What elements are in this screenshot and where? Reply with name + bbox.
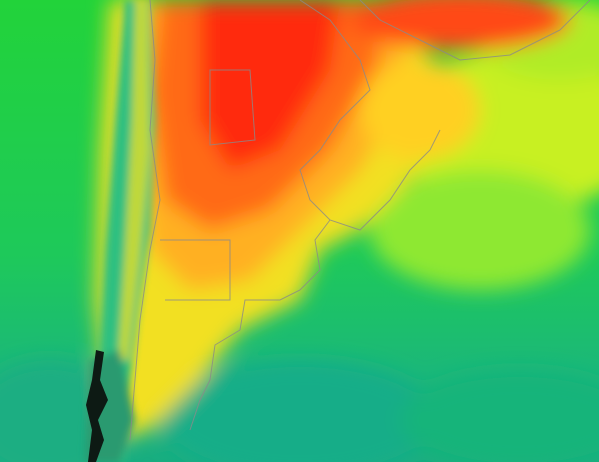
coastline (189, 219, 331, 431)
fjords (86, 350, 108, 462)
province-border (160, 69, 256, 301)
country-border (129, 0, 161, 441)
borders (129, 0, 591, 441)
coastline (359, 0, 591, 61)
country-border (299, 0, 441, 231)
